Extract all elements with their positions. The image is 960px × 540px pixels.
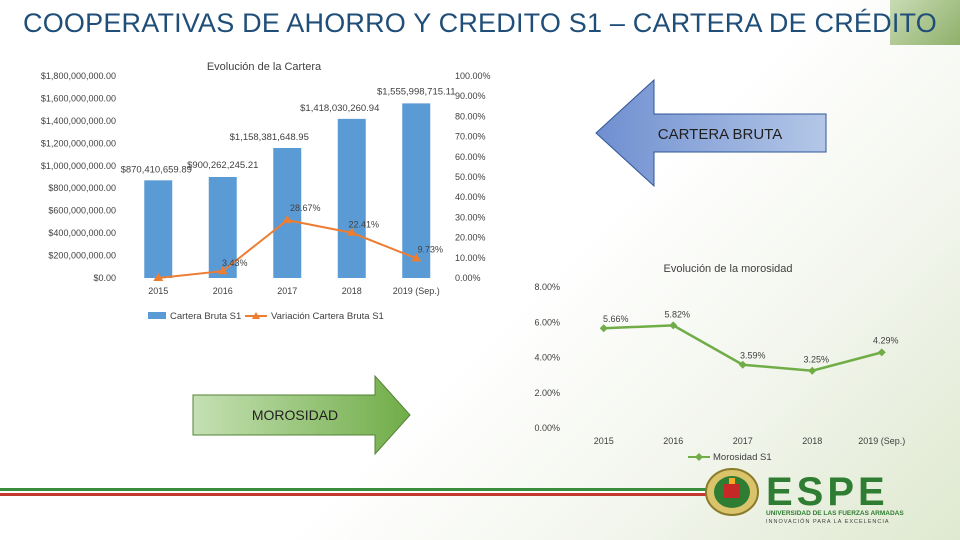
legend-label-morosidad: Morosidad S1	[713, 452, 772, 463]
variacion-label: 22.41%	[348, 220, 379, 230]
legend-label-cartera: Cartera Bruta S1	[170, 311, 241, 322]
espe-logo-tagline: INNOVACIÓN PARA LA EXCELENCIA	[766, 518, 890, 525]
cartera-chart: Evolución de la Cartera $0.00 $200,000,00…	[41, 61, 491, 322]
morosidad-label: 3.59%	[740, 351, 766, 361]
cartera-y-tick-label: $400,000,000.00	[48, 228, 116, 238]
morosidad-legend: Morosidad S1	[688, 452, 772, 463]
cartera-y2-tick-label: 20.00%	[455, 233, 486, 243]
morosidad-x-tick-label: 2015	[594, 436, 614, 446]
morosidad-x-tick-label: 2016	[663, 436, 683, 446]
morosidad-chart-title: Evolución de la morosidad	[663, 263, 792, 275]
cartera-y2-tick-label: 0.00%	[455, 273, 481, 283]
espe-crest-icon	[705, 468, 759, 516]
cartera-x-tick-label: 2017	[277, 286, 297, 296]
morosidad-chart: Evolución de la morosidad 0.00% 2.00% 4.00…	[534, 263, 905, 463]
morosidad-y-tick-label: 8.00%	[534, 282, 560, 292]
cartera-y-tick-label: $1,200,000,000.00	[41, 138, 116, 148]
legend-marker-variacion	[252, 312, 260, 319]
variacion-marker	[217, 266, 228, 275]
variacion-marker	[346, 227, 357, 236]
cartera-y-tick-label: $600,000,000.00	[48, 206, 116, 216]
cartera-y-tick-label: $1,400,000,000.00	[41, 116, 116, 126]
footer-stripe-red	[0, 493, 706, 496]
slide-title: COOPERATIVAS DE AHORRO Y CREDITO S1 – CA…	[23, 8, 937, 38]
legend-label-variacion: Variación Cartera Bruta S1	[271, 311, 384, 322]
cartera-bar	[144, 180, 173, 278]
cartera-bar-label: $1,555,998,715.11	[377, 86, 456, 97]
espe-logo-subtitle: UNIVERSIDAD DE LAS FUERZAS ARMADAS	[766, 510, 904, 517]
morosidad-label: 5.66%	[603, 314, 629, 324]
variacion-label: 28.67%	[290, 203, 321, 213]
cartera-y2-tick-label: 40.00%	[455, 192, 486, 202]
espe-logo: ESPE UNIVERSIDAD DE LAS FUERZAS ARMADAS …	[705, 468, 904, 525]
morosidad-label: 4.29%	[873, 335, 899, 345]
cartera-y-tick-label: $1,000,000,000.00	[41, 161, 116, 171]
cartera-chart-title: Evolución de la Cartera	[207, 61, 322, 73]
cartera-bruta-arrow: CARTERA BRUTA	[595, 78, 827, 188]
cartera-y-tick-label: $1,600,000,000.00	[41, 93, 116, 103]
cartera-y2-tick-label: 90.00%	[455, 91, 486, 101]
morosidad-x-tick-label: 2017	[733, 436, 753, 446]
morosidad-y-tick-label: 2.00%	[534, 388, 560, 398]
cartera-bar-label: $1,158,381,648.95	[230, 132, 309, 143]
variacion-label: 9.73%	[417, 244, 443, 254]
legend-swatch-cartera	[148, 312, 166, 319]
variacion-label: 3.43%	[222, 258, 248, 268]
variacion-marker	[282, 215, 293, 224]
cartera-y-tick-label: $1,800,000,000.00	[41, 71, 116, 81]
cartera-bar	[273, 148, 302, 278]
cartera-bar	[402, 103, 431, 278]
cartera-x-tick-label: 2015	[148, 286, 168, 296]
cartera-y2-tick-label: 30.00%	[455, 212, 486, 222]
cartera-y2-tick-label: 10.00%	[455, 253, 486, 263]
cartera-bruta-arrow-label: CARTERA BRUTA	[658, 126, 782, 143]
cartera-y2-tick-label: 60.00%	[455, 152, 486, 162]
morosidad-marker	[877, 348, 886, 357]
morosidad-y-tick-label: 0.00%	[534, 423, 560, 433]
morosidad-label: 5.82%	[664, 309, 690, 319]
variacion-marker	[153, 273, 164, 281]
cartera-y2-tick-label: 100.00%	[455, 71, 491, 81]
espe-logo-wordmark: ESPE	[766, 470, 889, 514]
cartera-y-tick-label: $0.00	[93, 273, 116, 283]
cartera-bar-label: $1,418,030,260.94	[300, 103, 379, 114]
footer-stripe-white	[0, 491, 706, 493]
morosidad-arrow-label: MOROSIDAD	[252, 407, 338, 423]
cartera-y-tick-label: $800,000,000.00	[48, 183, 116, 193]
cartera-bar	[208, 176, 237, 278]
cartera-bar-label: $870,410,659.89	[121, 164, 192, 175]
corner-decoration	[890, 0, 960, 45]
morosidad-marker	[599, 324, 608, 333]
morosidad-marker	[738, 360, 747, 369]
morosidad-label: 3.25%	[803, 355, 829, 365]
morosidad-y-tick-label: 4.00%	[534, 353, 560, 363]
cartera-x-tick-label: 2018	[342, 286, 362, 296]
cartera-y2-tick-label: 70.00%	[455, 132, 486, 142]
cartera-bar	[337, 118, 366, 278]
cartera-x-tick-label: 2019 (Sep.)	[393, 286, 440, 296]
cartera-legend: Cartera Bruta S1 Variación Cartera Bruta…	[148, 311, 384, 322]
legend-marker-morosidad	[695, 453, 703, 461]
footer-stripe-green	[0, 488, 706, 491]
morosidad-marker	[808, 366, 817, 375]
morosidad-x-tick-label: 2018	[802, 436, 822, 446]
morosidad-arrow: MOROSIDAD	[192, 374, 411, 456]
morosidad-y-tick-label: 6.00%	[534, 317, 560, 327]
variacion-marker	[411, 253, 422, 262]
cartera-bar-label: $900,262,245.21	[187, 160, 258, 171]
morosidad-x-tick-label: 2019 (Sep.)	[858, 436, 905, 446]
cartera-y2-tick-label: 50.00%	[455, 172, 486, 182]
cartera-x-tick-label: 2016	[213, 286, 233, 296]
cartera-y-tick-label: $200,000,000.00	[48, 251, 116, 261]
morosidad-marker	[669, 321, 678, 330]
cartera-y2-tick-label: 80.00%	[455, 111, 486, 121]
